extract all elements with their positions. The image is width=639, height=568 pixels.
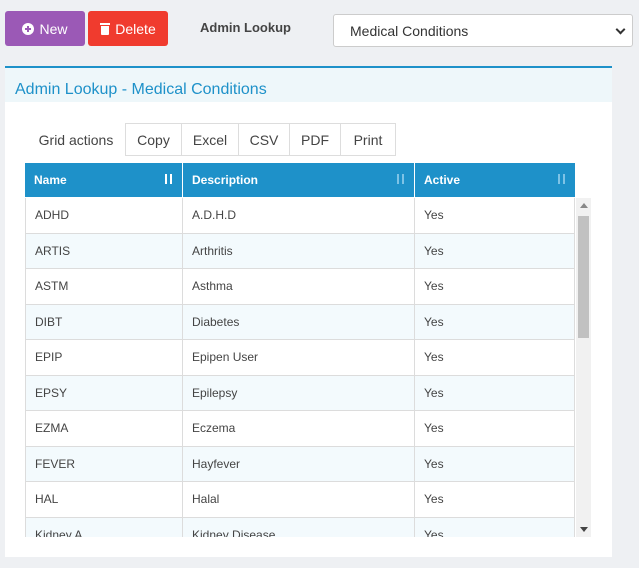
grid-actions: Grid actions Copy Excel CSV PDF Print: [27, 123, 396, 156]
copy-button[interactable]: Copy: [125, 123, 182, 156]
cell-description: Epipen User: [183, 340, 415, 375]
column-header-name[interactable]: Name: [25, 163, 183, 197]
cell-description: Asthma: [183, 269, 415, 304]
cell-active: Yes: [415, 198, 575, 233]
cell-name: EPIP: [25, 340, 183, 375]
cell-active: Yes: [415, 411, 575, 446]
column-header-active[interactable]: Active: [415, 163, 575, 197]
cell-active: Yes: [415, 482, 575, 517]
cell-description: Eczema: [183, 411, 415, 446]
cell-description: A.D.H.D: [183, 198, 415, 233]
column-header-description-label: Description: [192, 173, 259, 187]
column-header-name-label: Name: [34, 173, 67, 187]
sort-icon: [557, 174, 567, 186]
cell-name: ARTIS: [25, 233, 183, 268]
lookup-select[interactable]: Medical Conditions: [333, 14, 633, 47]
sort-icon: [396, 174, 406, 186]
scrollbar-thumb[interactable]: [578, 216, 589, 338]
table-body: ADHD A.D.H.D Yes ARTIS Arthritis Yes AST…: [25, 198, 575, 537]
data-table: Name Description Active ADHD A.D.H.D Yes…: [25, 163, 591, 537]
chevron-down-icon: [615, 24, 626, 35]
print-button[interactable]: Print: [341, 123, 396, 156]
scroll-down-arrow-icon[interactable]: [580, 527, 588, 532]
delete-button[interactable]: Delete: [88, 11, 168, 46]
table-row[interactable]: ARTIS Arthritis Yes: [25, 233, 575, 269]
panel-title: Admin Lookup - Medical Conditions: [15, 81, 267, 98]
cell-active: Yes: [415, 340, 575, 375]
cell-description: Epilepsy: [183, 375, 415, 410]
new-button[interactable]: New: [5, 11, 85, 46]
cell-active: Yes: [415, 269, 575, 304]
cell-active: Yes: [415, 233, 575, 268]
lookup-panel: Admin Lookup - Medical Conditions Grid a…: [5, 66, 612, 557]
cell-active: Yes: [415, 375, 575, 410]
sort-ascending-icon: [164, 174, 174, 186]
table-row[interactable]: ASTM Asthma Yes: [25, 269, 575, 305]
cell-name: EZMA: [25, 411, 183, 446]
table-header: Name Description Active: [25, 163, 575, 197]
table-row[interactable]: EPIP Epipen User Yes: [25, 340, 575, 376]
cell-description: Halal: [183, 482, 415, 517]
trash-icon: [100, 22, 111, 35]
cell-name: EPSY: [25, 375, 183, 410]
cell-active: Yes: [415, 517, 575, 537]
cell-description: Diabetes: [183, 304, 415, 339]
cell-description: Hayfever: [183, 446, 415, 481]
new-button-label: New: [39, 20, 68, 37]
toolbar: New Delete Admin Lookup Medical Conditio…: [0, 0, 639, 60]
column-header-active-label: Active: [424, 173, 461, 187]
grid-actions-label: Grid actions: [38, 131, 114, 148]
lookup-select-value: Medical Conditions: [350, 22, 469, 39]
cell-name: HAL: [25, 482, 183, 517]
cell-description: Arthritis: [183, 233, 415, 268]
table-row[interactable]: ADHD A.D.H.D Yes: [25, 198, 575, 234]
admin-lookup-label: Admin Lookup: [200, 20, 291, 35]
cell-name: DIBT: [25, 304, 183, 339]
plus-circle-icon: [22, 22, 35, 35]
table-row[interactable]: FEVER Hayfever Yes: [25, 446, 575, 482]
table-row[interactable]: HAL Halal Yes: [25, 482, 575, 518]
panel-header: Admin Lookup - Medical Conditions: [5, 66, 612, 102]
csv-button[interactable]: CSV: [239, 123, 290, 156]
cell-name: ASTM: [25, 269, 183, 304]
column-header-description[interactable]: Description: [183, 163, 415, 197]
delete-button-label: Delete: [115, 20, 156, 37]
cell-name: FEVER: [25, 446, 183, 481]
cell-name: ADHD: [25, 198, 183, 233]
cell-active: Yes: [415, 304, 575, 339]
cell-name: Kidney A: [25, 517, 183, 537]
cell-description: Kidney Disease: [183, 517, 415, 537]
table-scrollbar[interactable]: [576, 198, 591, 537]
pdf-button[interactable]: PDF: [290, 123, 341, 156]
table-row[interactable]: EZMA Eczema Yes: [25, 411, 575, 447]
table-row[interactable]: Kidney A Kidney Disease Yes: [25, 517, 575, 537]
excel-button[interactable]: Excel: [182, 123, 239, 156]
table-row[interactable]: EPSY Epilepsy Yes: [25, 375, 575, 411]
cell-active: Yes: [415, 446, 575, 481]
table-row[interactable]: DIBT Diabetes Yes: [25, 304, 575, 340]
scroll-up-arrow-icon[interactable]: [580, 203, 588, 208]
